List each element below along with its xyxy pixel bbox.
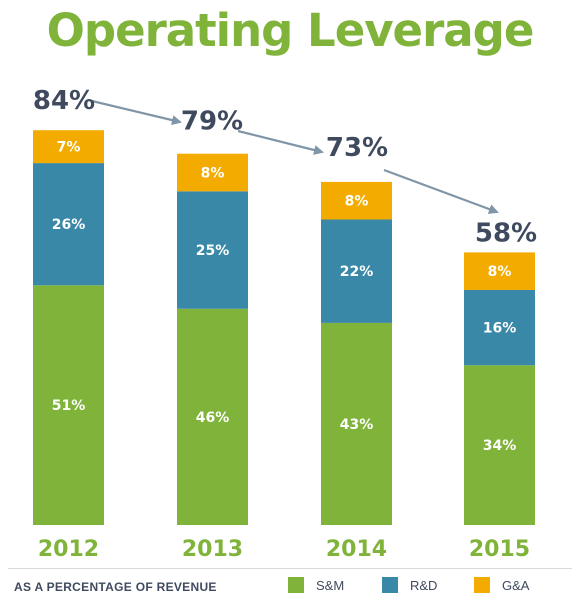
- bar-segment-rd-2013: [177, 191, 248, 309]
- trend-arrow-3: [383, 168, 499, 214]
- bar-segment-rd-2015: [464, 290, 535, 366]
- total-label-2015: 58%: [475, 218, 537, 248]
- legend-swatch-rd: [382, 577, 398, 593]
- data-label-sm-2012: 51%: [52, 398, 86, 414]
- legend-label-ga: G&A: [502, 578, 530, 593]
- chart-title: Operating Leverage: [46, 4, 535, 57]
- data-label-ga-2015: 8%: [488, 264, 512, 280]
- bar-segment-ga-2013: [177, 153, 248, 192]
- bar-segment-sm-2015: [464, 365, 535, 525]
- data-label-rd-2013: 25%: [196, 243, 230, 259]
- data-label-sm-2013: 46%: [196, 410, 230, 426]
- legend-swatch-ga: [474, 577, 490, 593]
- footer-note: AS A PERCENTAGE OF REVENUE: [14, 580, 217, 594]
- data-label-sm-2014: 43%: [340, 417, 374, 433]
- legend-label-sm: S&M: [316, 578, 345, 593]
- total-label-2014: 73%: [326, 133, 388, 163]
- footer-divider: [8, 568, 572, 569]
- bar-segment-rd-2012: [33, 163, 104, 286]
- x-tick-label-2012: 2012: [38, 537, 99, 562]
- bar-segment-sm-2013: [177, 308, 248, 525]
- data-label-rd-2012: 26%: [52, 217, 86, 233]
- x-tick-label-2015: 2015: [469, 537, 530, 562]
- total-label-2012: 84%: [33, 86, 95, 116]
- trend-arrows: [91, 99, 499, 214]
- data-label-ga-2014: 8%: [345, 194, 369, 210]
- bar-segment-sm-2014: [321, 322, 392, 525]
- data-label-ga-2013: 8%: [201, 166, 225, 182]
- data-label-ga-2012: 7%: [57, 140, 81, 156]
- bar-segment-rd-2014: [321, 219, 392, 323]
- data-label-sm-2015: 34%: [483, 438, 517, 454]
- data-label-rd-2015: 16%: [483, 321, 517, 337]
- bar-segment-sm-2012: [33, 285, 104, 525]
- legend-swatch-sm: [288, 577, 304, 593]
- trend-arrow-1: [91, 99, 182, 126]
- x-tick-label-2013: 2013: [182, 537, 243, 562]
- bar-stacks: [33, 130, 535, 525]
- x-tick-label-2014: 2014: [326, 537, 387, 562]
- trend-arrow-2: [237, 129, 324, 155]
- total-label-2013: 79%: [181, 107, 243, 137]
- bar-segment-ga-2014: [321, 181, 392, 220]
- bar-segment-ga-2015: [464, 252, 535, 290]
- data-label-rd-2014: 22%: [340, 264, 374, 280]
- chart-labels: 51% 26% 7% 2012 46% 25% 8% 2013 43% 22% 8% 2014 34% 1…: [33, 86, 537, 562]
- bar-segment-ga-2012: [33, 130, 104, 164]
- legend-label-rd: R&D: [410, 578, 438, 593]
